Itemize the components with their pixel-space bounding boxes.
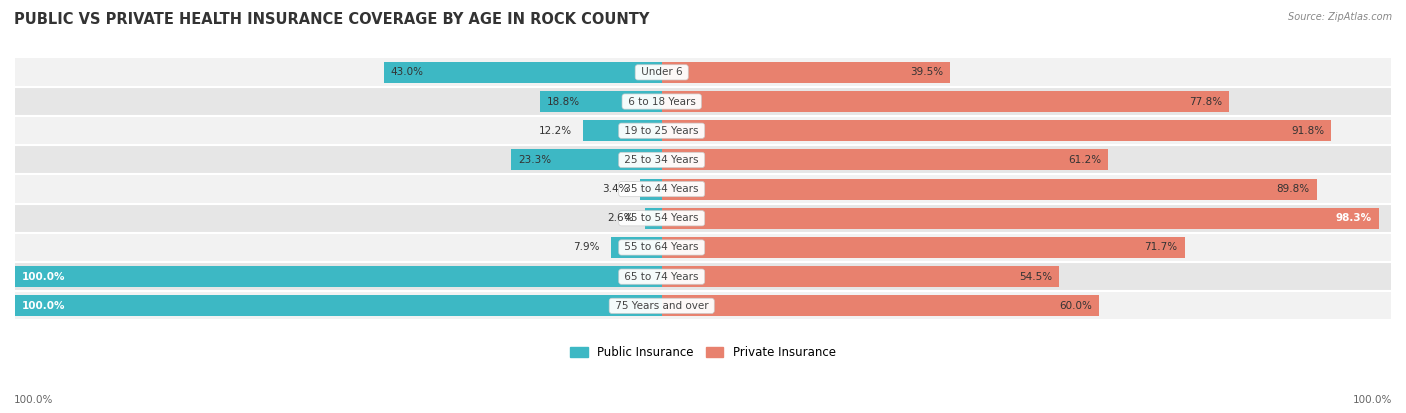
Bar <box>662 237 1185 258</box>
Bar <box>15 291 1391 320</box>
Text: 100.0%: 100.0% <box>14 395 53 405</box>
Bar <box>662 178 1316 199</box>
Text: 7.9%: 7.9% <box>574 242 599 252</box>
Text: 75 Years and over: 75 Years and over <box>612 301 711 311</box>
Text: 18.8%: 18.8% <box>547 97 581 107</box>
Bar <box>15 204 1391 233</box>
Text: 98.3%: 98.3% <box>1336 213 1372 223</box>
Bar <box>15 233 1391 262</box>
Text: Source: ZipAtlas.com: Source: ZipAtlas.com <box>1288 12 1392 22</box>
Text: 3.4%: 3.4% <box>602 184 628 194</box>
Legend: Public Insurance, Private Insurance: Public Insurance, Private Insurance <box>565 341 841 364</box>
Bar <box>662 208 1379 229</box>
Text: 45 to 54 Years: 45 to 54 Years <box>621 213 702 223</box>
Bar <box>540 91 662 112</box>
Text: 43.0%: 43.0% <box>391 67 423 77</box>
Bar <box>15 295 662 316</box>
Bar <box>15 145 1391 175</box>
Text: 100.0%: 100.0% <box>22 272 66 282</box>
Bar <box>15 175 1391 204</box>
Text: 61.2%: 61.2% <box>1069 155 1101 165</box>
Text: 77.8%: 77.8% <box>1189 97 1222 107</box>
Text: 12.2%: 12.2% <box>538 126 572 136</box>
Text: 39.5%: 39.5% <box>910 67 943 77</box>
Text: 60.0%: 60.0% <box>1060 301 1092 311</box>
Bar <box>662 120 1331 141</box>
Bar <box>640 178 662 199</box>
Bar <box>662 266 1059 287</box>
Text: Under 6: Under 6 <box>638 67 686 77</box>
Bar <box>610 237 662 258</box>
Bar <box>15 262 1391 291</box>
Text: 100.0%: 100.0% <box>22 301 66 311</box>
Bar <box>15 87 1391 116</box>
Bar <box>662 91 1229 112</box>
Text: 100.0%: 100.0% <box>1353 395 1392 405</box>
Bar <box>662 150 1108 171</box>
Text: 65 to 74 Years: 65 to 74 Years <box>621 272 702 282</box>
Text: 91.8%: 91.8% <box>1291 126 1324 136</box>
Text: 2.6%: 2.6% <box>607 213 634 223</box>
Text: 25 to 34 Years: 25 to 34 Years <box>621 155 702 165</box>
Bar <box>662 295 1099 316</box>
Bar <box>662 62 950 83</box>
Text: 71.7%: 71.7% <box>1144 242 1178 252</box>
Bar <box>15 116 1391 145</box>
Text: 89.8%: 89.8% <box>1277 184 1310 194</box>
Text: PUBLIC VS PRIVATE HEALTH INSURANCE COVERAGE BY AGE IN ROCK COUNTY: PUBLIC VS PRIVATE HEALTH INSURANCE COVER… <box>14 12 650 27</box>
Bar <box>384 62 662 83</box>
Bar <box>15 58 1391 87</box>
Bar <box>645 208 662 229</box>
Text: 6 to 18 Years: 6 to 18 Years <box>624 97 699 107</box>
Text: 23.3%: 23.3% <box>517 155 551 165</box>
Text: 35 to 44 Years: 35 to 44 Years <box>621 184 702 194</box>
Text: 55 to 64 Years: 55 to 64 Years <box>621 242 702 252</box>
Bar <box>510 150 662 171</box>
Bar <box>583 120 662 141</box>
Text: 19 to 25 Years: 19 to 25 Years <box>621 126 702 136</box>
Bar <box>15 266 662 287</box>
Text: 54.5%: 54.5% <box>1019 272 1052 282</box>
